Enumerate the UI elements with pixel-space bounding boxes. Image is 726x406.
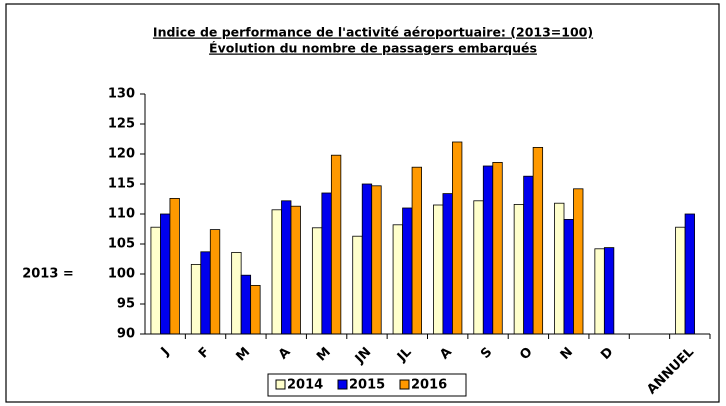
y-tick-label: 120: [108, 147, 135, 162]
y-tick-label: 100: [108, 267, 135, 282]
bar: [433, 204, 444, 335]
bar: [352, 235, 363, 335]
chart-title: Indice de performance de l'activité aéro…: [153, 25, 593, 40]
bar: [361, 183, 373, 335]
bar: [684, 213, 695, 335]
y-tick-label: 90: [117, 327, 135, 342]
bar: [200, 251, 211, 335]
bar: [513, 203, 525, 335]
y-axis-label: 2013 =: [22, 267, 74, 282]
bar: [330, 154, 342, 335]
bar: [482, 165, 494, 335]
bar: [492, 161, 503, 335]
bar: [532, 146, 544, 335]
bar: [603, 247, 615, 335]
legend: 2014 2015 2016: [267, 373, 467, 397]
y-tick-label: 125: [108, 117, 135, 132]
bar: [573, 188, 584, 335]
bar: [311, 227, 323, 335]
y-tick-label: 105: [108, 237, 135, 252]
bar: [321, 192, 332, 335]
bar: [554, 202, 565, 335]
bar: [392, 224, 403, 335]
bar: [281, 200, 292, 335]
bar: [442, 193, 453, 335]
legend-label: 2015: [349, 378, 385, 393]
legend-swatch: [275, 379, 286, 390]
bar: [371, 185, 382, 335]
bar: [675, 226, 686, 335]
legend-label: 2014: [287, 378, 323, 393]
bar: [523, 175, 534, 335]
y-tick-label: 110: [108, 207, 135, 222]
bar: [169, 197, 180, 335]
y-tick-label: 95: [117, 297, 135, 312]
bar: [250, 284, 261, 335]
bar: [150, 226, 161, 335]
bar: [594, 248, 605, 335]
bar: [563, 218, 574, 335]
legend-box: [267, 373, 467, 397]
bar: [231, 251, 242, 335]
bar: [402, 207, 413, 335]
legend-swatch: [337, 379, 348, 390]
bar: [209, 229, 221, 335]
legend-swatch: [399, 379, 410, 390]
legend-label: 2016: [411, 378, 447, 393]
bar: [473, 200, 484, 335]
bar: [240, 274, 252, 335]
bar: [160, 213, 171, 335]
bar: [452, 141, 463, 335]
bar: [290, 205, 301, 335]
bar: [271, 209, 282, 335]
bar: [190, 263, 202, 335]
y-tick-label: 115: [108, 177, 135, 192]
chart-subtitle: Évolution du nombre de passagers embarqu…: [209, 41, 537, 56]
y-tick-label: 130: [108, 87, 135, 102]
bar: [411, 166, 422, 335]
